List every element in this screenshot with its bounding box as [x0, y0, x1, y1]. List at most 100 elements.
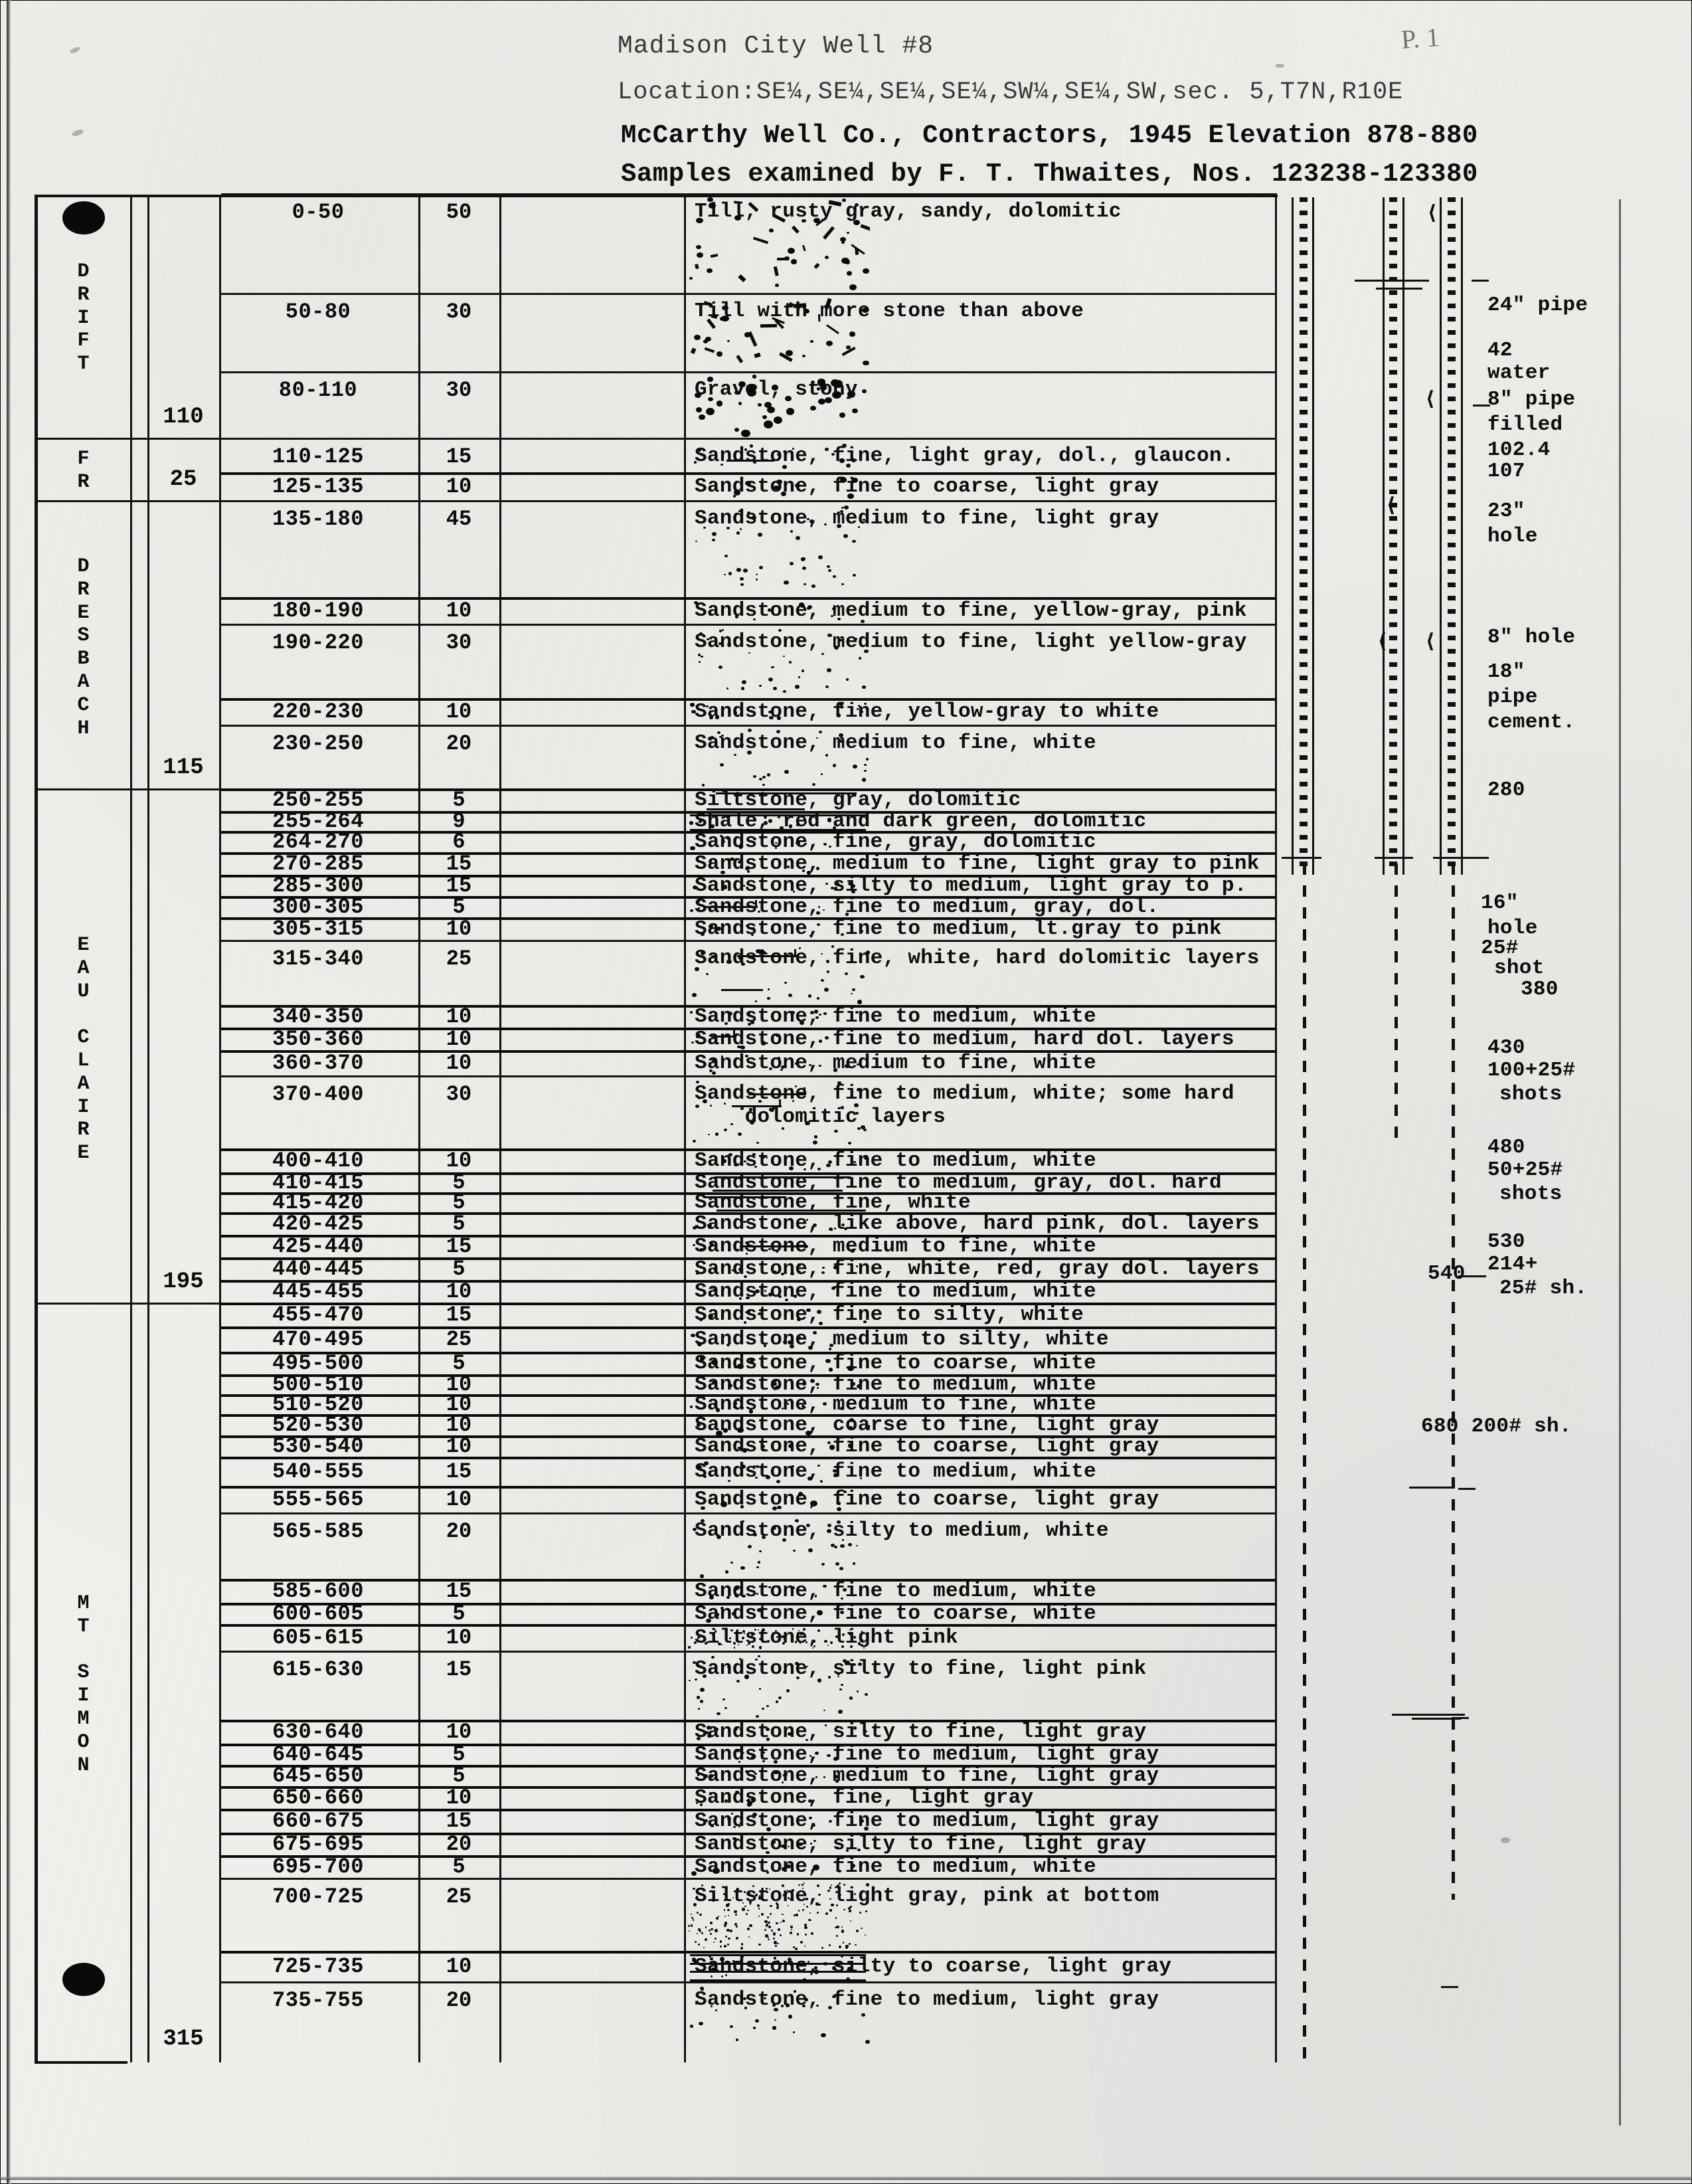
- row-thickness: 20: [446, 731, 472, 756]
- construction-note: shot: [1494, 956, 1545, 980]
- row-description: Sandstone, fine to medium, lt.gray to pi…: [695, 917, 1222, 941]
- row-description: Sandstone, fine to coarse, light gray: [695, 1435, 1159, 1458]
- row-depth-range: 700-725: [272, 1884, 364, 1909]
- caret-icon: ⟨: [1424, 632, 1437, 654]
- row-thickness: 10: [446, 1720, 472, 1744]
- row-thickness: 30: [446, 378, 472, 403]
- row-depth-range: 340-350: [272, 1004, 364, 1029]
- row-depth-range: 270-285: [272, 852, 364, 876]
- row-depth-range: 725-735: [272, 1954, 364, 1979]
- row-depth-range: 370-400: [272, 1082, 364, 1107]
- row-thickness: 10: [446, 1434, 472, 1459]
- row-depth-range: 630-640: [272, 1720, 364, 1744]
- row-description: Sandstone, fine to medium, hard dol. lay…: [695, 1028, 1234, 1051]
- row-depth-range: 565-585: [272, 1519, 364, 1544]
- row-depth-range: 125-135: [272, 474, 364, 499]
- page-bottom-shadow: [0, 2177, 1692, 2180]
- paper-speck: [1275, 64, 1284, 68]
- construction-note: shots: [1499, 1182, 1563, 1206]
- row-thickness: 15: [446, 444, 472, 469]
- caret-icon: ⟨: [1385, 496, 1398, 518]
- construction-note: 530: [1487, 1230, 1525, 1253]
- casing-dot-column: [1389, 197, 1397, 875]
- page-right-rule: [1619, 199, 1621, 2126]
- construction-note: 107: [1487, 460, 1525, 483]
- row-depth-range: 190-220: [272, 630, 364, 655]
- row-depth-range: 540-555: [272, 1459, 364, 1484]
- open-hole-dashes: [1452, 864, 1455, 1900]
- water-level-mark: [1355, 280, 1429, 282]
- shot-bracket: [1392, 1714, 1465, 1716]
- row-depth-range: 425-440: [272, 1234, 364, 1259]
- row-description: Sandstone, medium to fine, light gray to…: [695, 852, 1260, 875]
- row-depth-range: 0-50: [292, 200, 345, 225]
- row-thickness: 5: [452, 1601, 465, 1626]
- open-hole-dashes: [1395, 864, 1398, 1142]
- construction-note: water: [1487, 361, 1551, 385]
- formation-thickness: 195: [163, 1269, 204, 1295]
- row-thickness: 15: [446, 1459, 472, 1484]
- construction-note: 18": [1487, 660, 1525, 683]
- table-bottom-edge: [35, 2061, 127, 2064]
- row-thickness: 15: [446, 1234, 472, 1259]
- column-divider: [147, 195, 149, 2062]
- row-depth-range: 585-600: [272, 1579, 364, 1603]
- construction-note: 24" pipe: [1487, 294, 1588, 317]
- row-description: Sandstone, fine to silty, white: [695, 1303, 1084, 1326]
- row-thickness: 50: [446, 200, 472, 225]
- row-depth-range: 220-230: [272, 699, 364, 724]
- construction-note: 42: [1487, 339, 1513, 362]
- row-thickness: 25: [446, 1327, 472, 1352]
- row-description: Siltstone, light pink: [695, 1626, 958, 1649]
- formation-thickness: 115: [163, 755, 204, 780]
- construction-note: cement.: [1487, 711, 1576, 734]
- open-hole-dashes: [1303, 864, 1306, 2059]
- construction-note: 680 200# sh.: [1421, 1415, 1572, 1438]
- row-description: Sandstone, fine, light gray: [695, 1786, 1034, 1809]
- row-description: Sandstone, silty to coarse, light gray: [695, 1955, 1172, 1978]
- row-description: Sandstone, fine to medium, white: [695, 1580, 1096, 1603]
- row-depth-range: 530-540: [272, 1434, 364, 1459]
- row-thickness: 10: [446, 1785, 472, 1810]
- row-description: Sandstone, silty to fine, light gray: [695, 1833, 1147, 1856]
- row-thickness: 5: [452, 1764, 465, 1788]
- row-description: Sandstone, like above, hard pink, dol. l…: [695, 1212, 1260, 1235]
- row-description: Sandstone, medium to fine, light yellow-…: [695, 630, 1247, 654]
- row-thickness: 10: [446, 1004, 472, 1029]
- construction-note: 214+: [1487, 1253, 1538, 1276]
- row-thickness: 15: [446, 1809, 472, 1833]
- row-depth-range: 350-360: [272, 1027, 364, 1051]
- construction-note: 50+25#: [1487, 1158, 1563, 1182]
- row-description: Sandstone, fine to coarse, white: [695, 1352, 1096, 1375]
- row-depth-range: 555-565: [272, 1487, 364, 1512]
- row-description: Sandstone, fine, white, red, gray dol. l…: [695, 1257, 1260, 1281]
- row-depth-range: 695-700: [272, 1855, 364, 1879]
- casing-dot-column: [1448, 197, 1456, 875]
- row-depth-range: 675-695: [272, 1832, 364, 1857]
- casing-wall: [1440, 197, 1442, 875]
- construction-note: 23": [1487, 500, 1525, 523]
- construction-note: 380: [1521, 978, 1559, 1001]
- casing-shoe: [1375, 857, 1413, 859]
- row-thickness: 15: [446, 1657, 472, 1682]
- row-thickness: 10: [446, 1954, 472, 1979]
- water-level-mark: [1376, 288, 1422, 290]
- casing-wall: [1383, 197, 1385, 875]
- construction-note: 280: [1487, 778, 1525, 802]
- depth-tick: [1472, 857, 1489, 859]
- row-description: Sandstone, fine to medium, light gray: [695, 1809, 1159, 1833]
- row-thickness: 45: [446, 507, 472, 531]
- row-description: Sandstone, coarse to fine, light gray: [695, 1413, 1159, 1437]
- contractor-line: McCarthy Well Co., Contractors, 1945 Ele…: [621, 121, 1478, 150]
- row-thickness: 10: [446, 598, 472, 623]
- row-thickness: 10: [446, 699, 472, 724]
- paper-speck: [1501, 1837, 1510, 1843]
- formation-thickness: 25: [169, 467, 197, 492]
- depth-tick: [1441, 1986, 1458, 1988]
- row-depth-range: 445-455: [272, 1279, 364, 1304]
- casing-shoe: [1282, 857, 1321, 859]
